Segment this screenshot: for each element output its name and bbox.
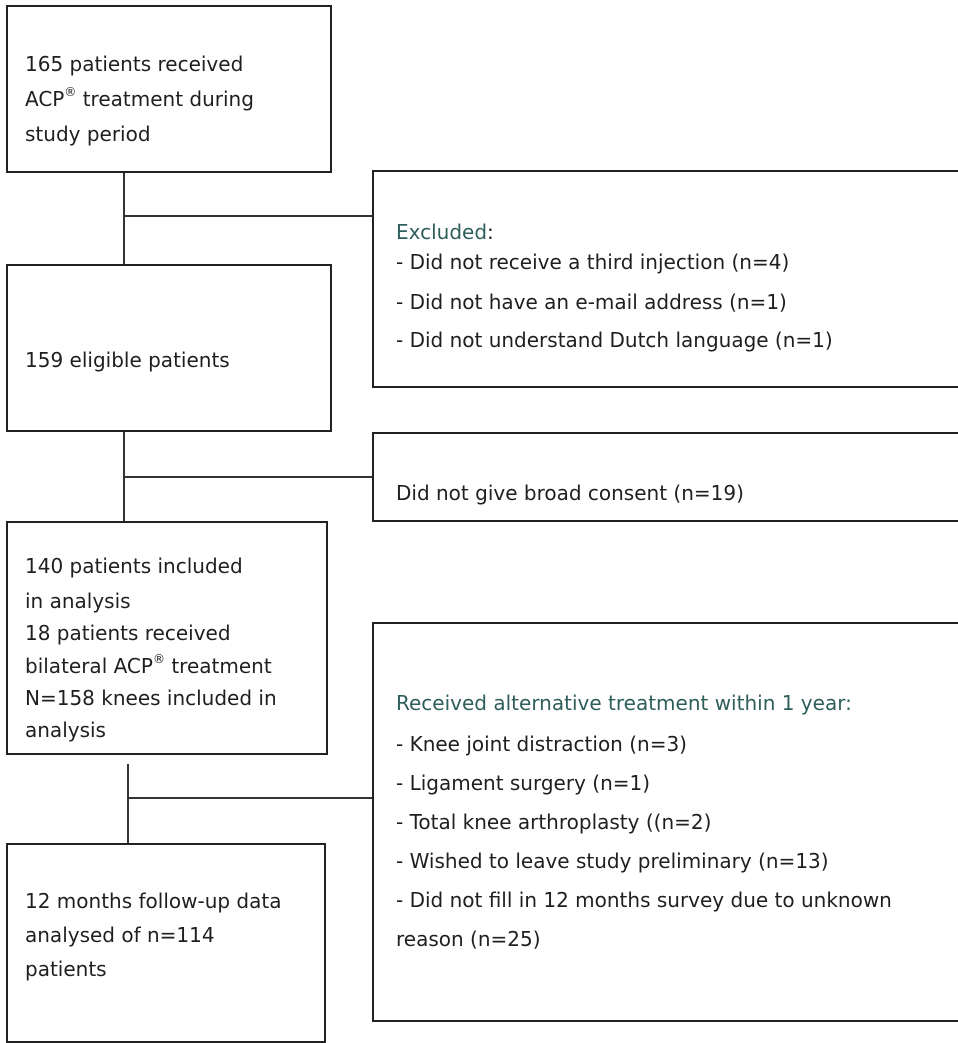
- box3-line2: in analysis: [25, 589, 131, 613]
- alternative-item-4: - Wished to leave study preliminary (n=1…: [396, 849, 829, 873]
- box-eligible: [6, 264, 332, 432]
- box-alternative-treatment: [372, 622, 958, 1022]
- box-included: [6, 521, 328, 755]
- box-excluded: [372, 170, 958, 388]
- excluded-heading: Excluded:: [396, 220, 494, 244]
- box1-line1: 165 patients received: [25, 52, 244, 76]
- box4-line1: 12 months follow-up data: [25, 889, 282, 913]
- connector-horizontal-3: [128, 797, 372, 799]
- alternative-item-6: reason (n=25): [396, 927, 541, 951]
- box2-line1: 159 eligible patients: [25, 348, 230, 372]
- alternative-item-2: - Ligament surgery (n=1): [396, 771, 651, 795]
- box4-line2: analysed of n=114: [25, 923, 215, 947]
- connector-horizontal-1: [124, 215, 372, 217]
- box-no-consent: [372, 432, 958, 522]
- box1-line3: study period: [25, 122, 151, 146]
- box-study-population: [6, 5, 332, 173]
- box4-line3: patients: [25, 957, 107, 981]
- connector-horizontal-2: [124, 476, 372, 478]
- alternative-item-3: - Total knee arthroplasty ((n=2): [396, 810, 712, 834]
- box3-line6: analysis: [25, 718, 106, 742]
- box1-line2: ACP® treatment during: [25, 85, 254, 111]
- box3-line1: 140 patients included: [25, 554, 243, 578]
- box3-line5: N=158 knees included in: [25, 686, 277, 710]
- alternative-item-5: - Did not fill in 12 months survey due t…: [396, 888, 892, 912]
- excluded-item-1: - Did not receive a third injection (n=4…: [396, 250, 790, 274]
- excluded-item-2: - Did not have an e-mail address (n=1): [396, 290, 787, 314]
- alternative-item-1: - Knee joint distraction (n=3): [396, 732, 687, 756]
- consent-line1: Did not give broad consent (n=19): [396, 481, 744, 505]
- box3-line4: bilateral ACP® treatment: [25, 652, 272, 678]
- excluded-item-3: - Did not understand Dutch language (n=1…: [396, 328, 833, 352]
- connector-vertical-3: [127, 764, 129, 844]
- alternative-heading: Received alternative treatment within 1 …: [396, 691, 852, 715]
- box3-line3: 18 patients received: [25, 621, 231, 645]
- connector-vertical-1: [123, 173, 125, 265]
